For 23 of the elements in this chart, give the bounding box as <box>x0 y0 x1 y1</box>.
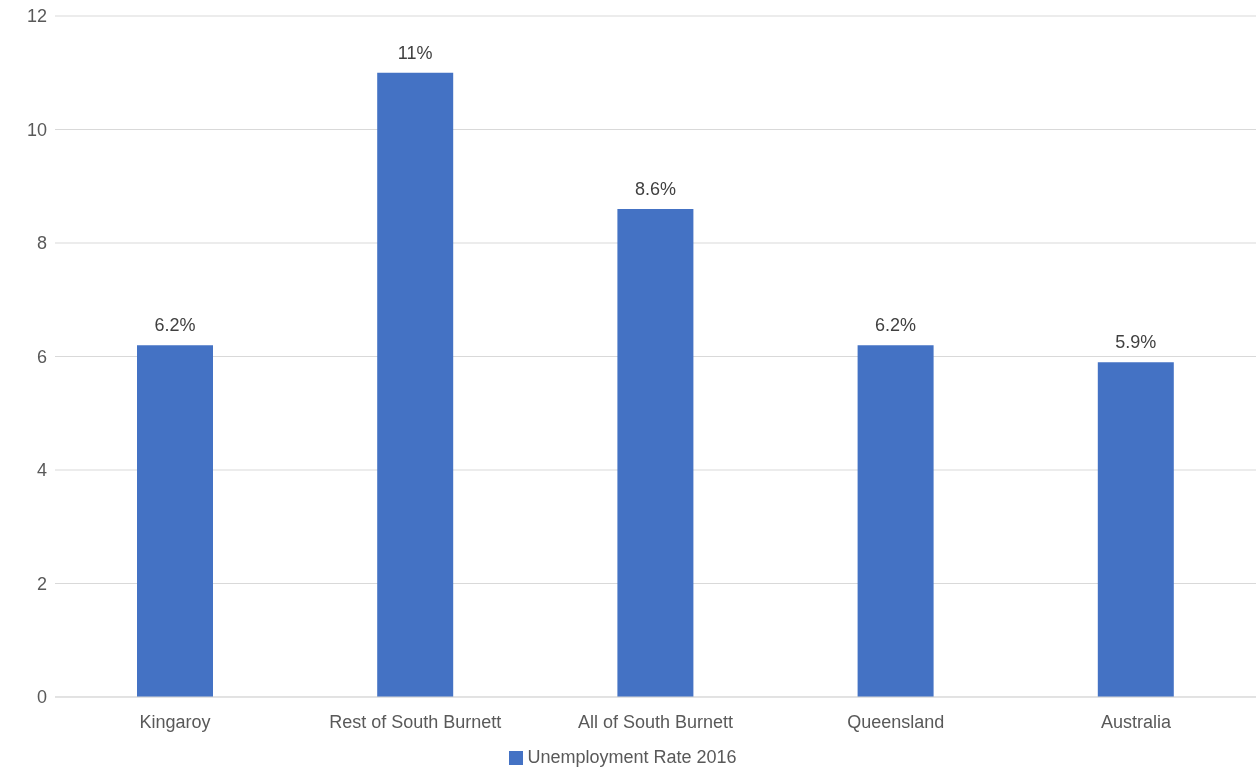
y-tick-label: 6 <box>36 346 47 367</box>
bar <box>617 208 694 697</box>
x-tick-label: Kingaroy <box>139 711 211 732</box>
data-label: 11% <box>397 42 433 63</box>
bar <box>1097 362 1174 697</box>
x-tick-label: Queensland <box>847 711 945 732</box>
y-tick-label: 12 <box>26 6 47 27</box>
y-tick-label: 2 <box>36 573 47 594</box>
data-label: 6.2% <box>875 315 917 336</box>
x-tick-label: All of South Burnett <box>577 711 734 732</box>
y-tick-label: 10 <box>26 119 47 140</box>
y-tick-label: 4 <box>36 460 47 481</box>
x-tick-label: Australia <box>1100 711 1172 732</box>
bar <box>377 72 454 697</box>
y-tick-label: 0 <box>36 687 47 708</box>
bar <box>857 345 934 697</box>
data-label: 8.6% <box>634 178 676 199</box>
data-label: 5.9% <box>1115 332 1157 353</box>
x-tick-label: Rest of South Burnett <box>329 711 502 732</box>
bar <box>137 345 213 697</box>
data-label: 6.2% <box>154 315 196 336</box>
y-tick-label: 8 <box>36 233 47 254</box>
legend-label: Unemployment Rate 2016 <box>527 747 737 767</box>
